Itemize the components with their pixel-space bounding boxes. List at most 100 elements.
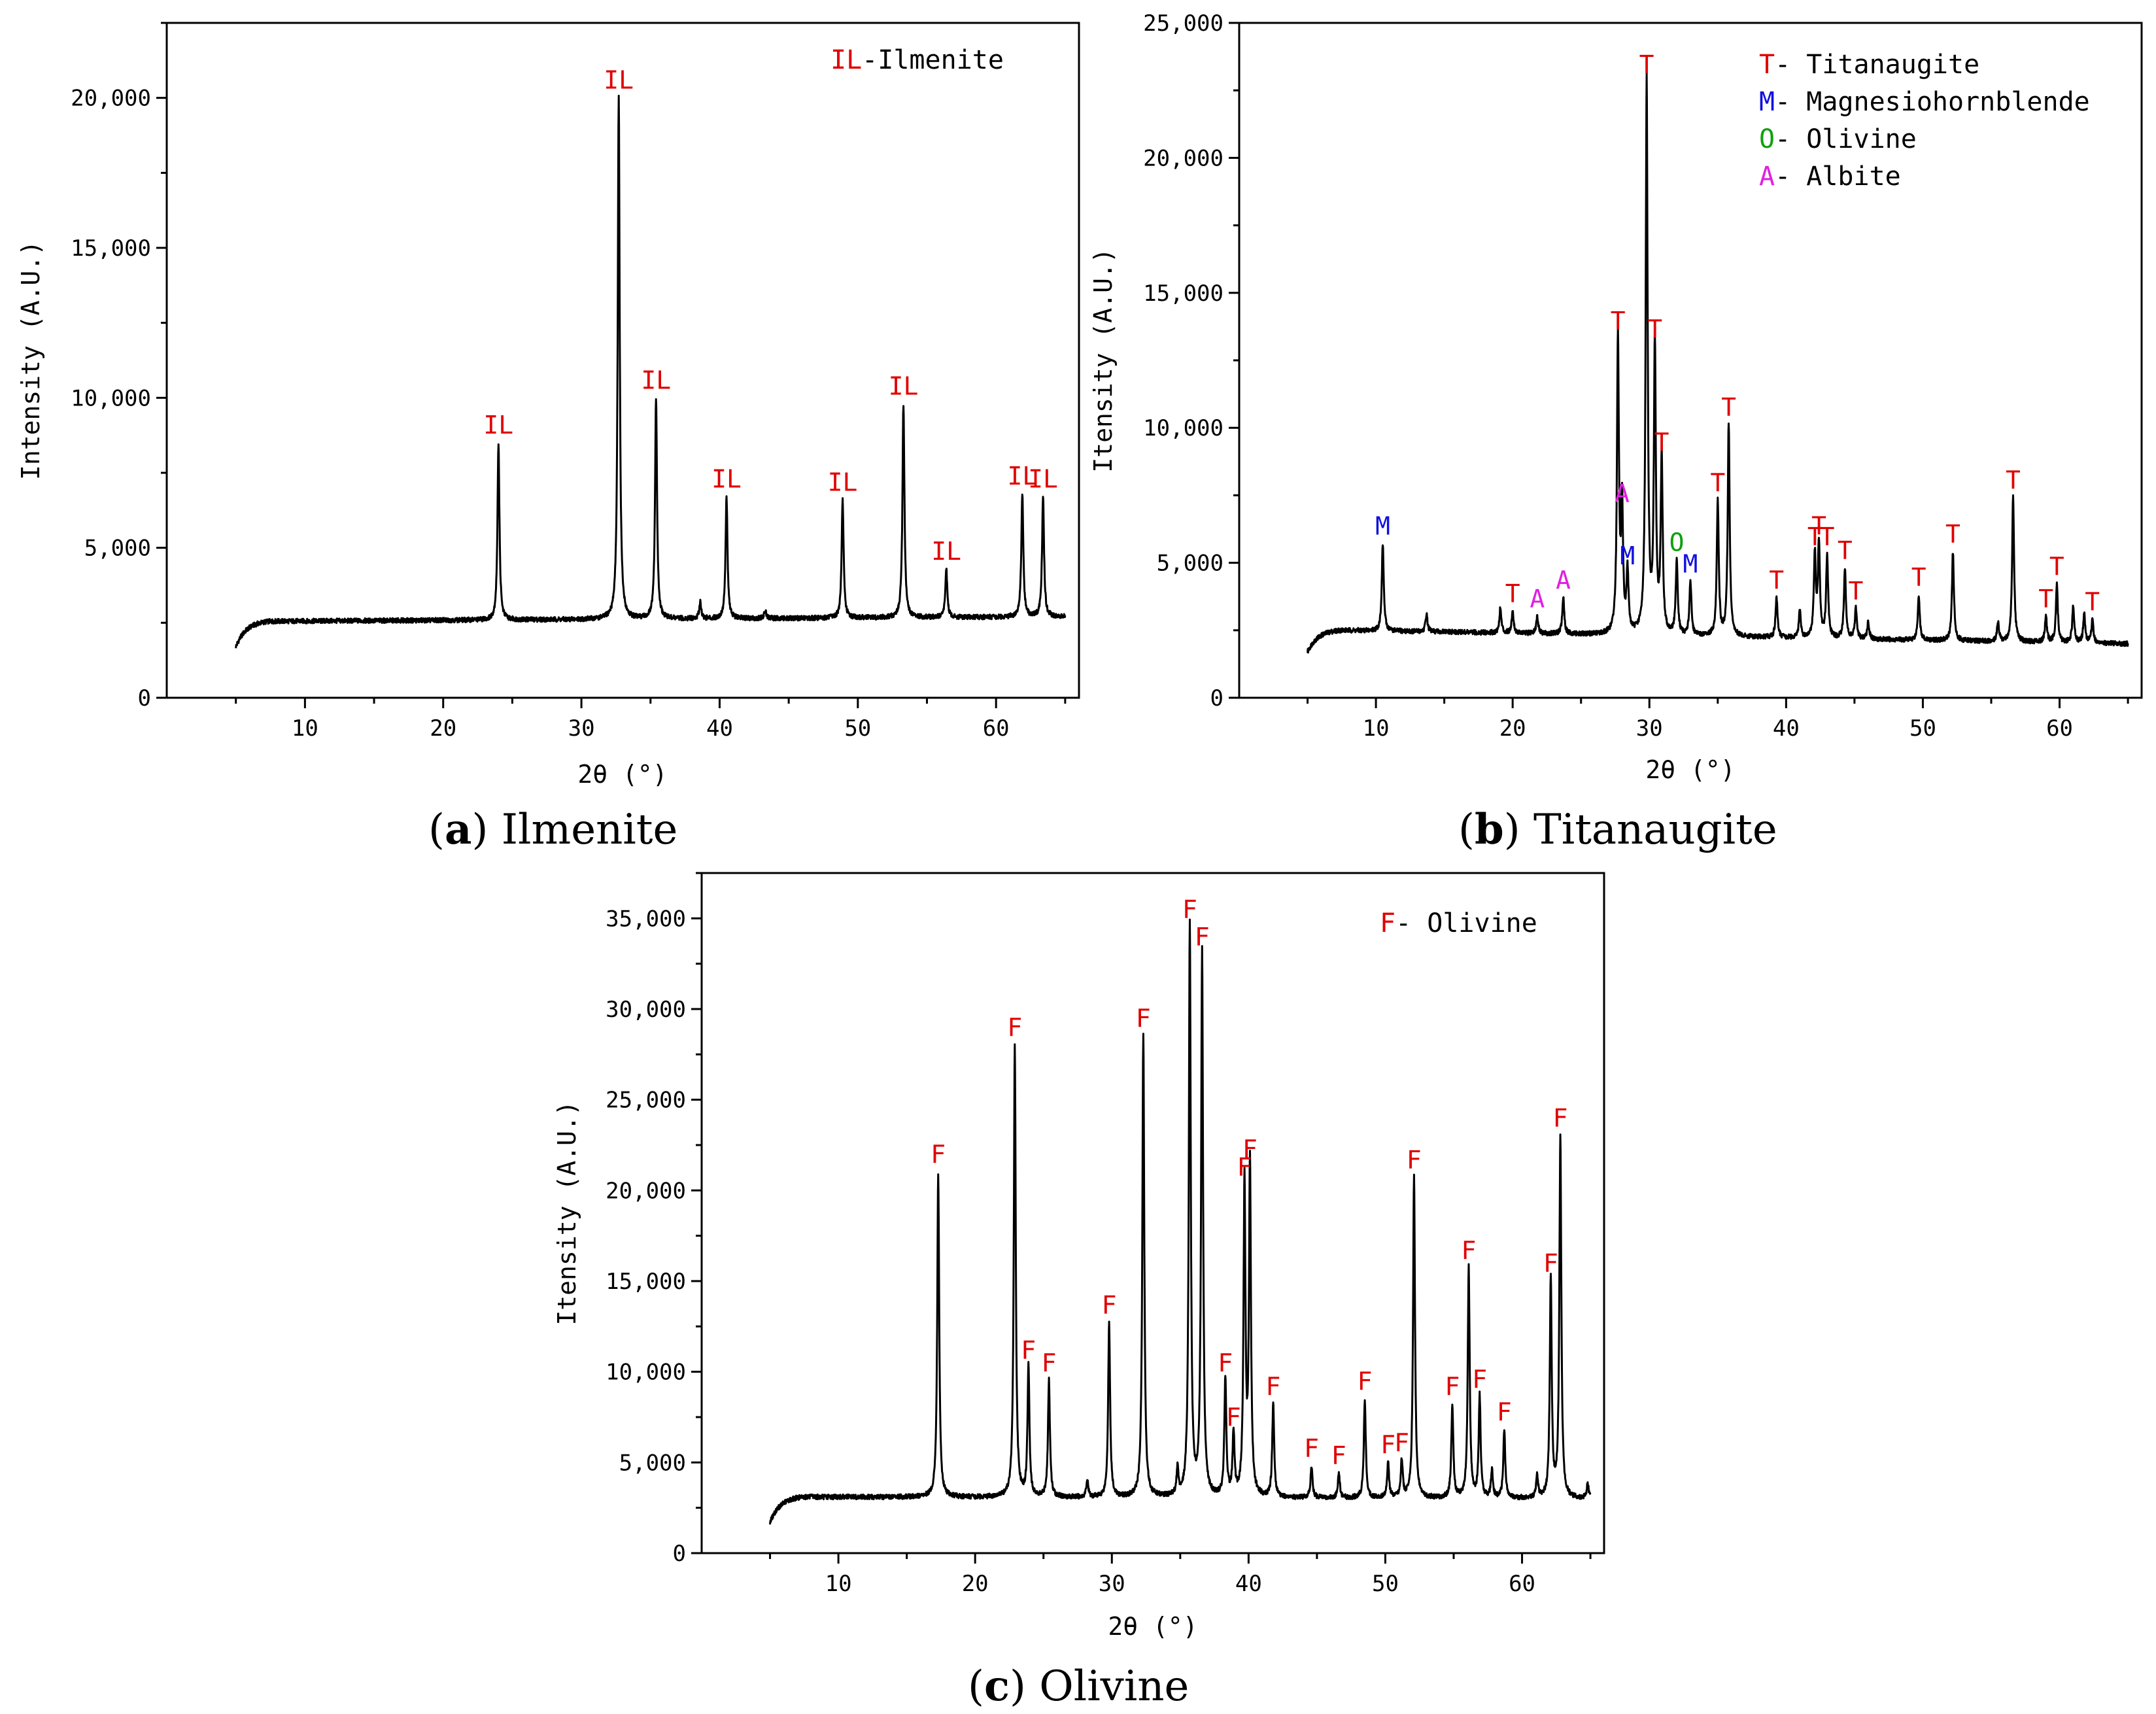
legend-entry: M- Magnesiohornblende [1759, 87, 2090, 117]
peak-label: T [2085, 587, 2100, 616]
peak-label: IL [641, 366, 671, 394]
legend-symbol: O [1759, 124, 1775, 154]
peak-label: T [1820, 523, 1835, 551]
peak-label: F [1195, 923, 1210, 951]
peak-label: M [1683, 549, 1698, 578]
y-tick-label: 20,000 [71, 86, 151, 112]
x-tick-label: 50 [1372, 1571, 1399, 1597]
peak-label: T [1505, 579, 1520, 608]
y-axis-title: Itensity (A.U.) [1089, 248, 1118, 472]
y-tick-label: 0 [138, 685, 151, 711]
legend-symbol: T [1759, 50, 1775, 80]
y-tick-label: 10,000 [1143, 415, 1223, 441]
peak-label: T [1710, 469, 1725, 498]
peak-label: T [1838, 536, 1853, 565]
peak-label: T [2038, 585, 2053, 613]
y-tick-label: 30,000 [606, 997, 686, 1023]
peak-label: O [1669, 528, 1685, 557]
chart-panel-titanaugite: 10 20 30 40 50 60 0 5,000 10,000 15,000 20,000 25,0… [1089, 10, 2143, 854]
legend-text: - Olivine [1395, 908, 1537, 938]
peak-label: IL [1007, 462, 1037, 490]
peak-label: F [931, 1140, 946, 1169]
y-tick-label: 15,000 [606, 1269, 686, 1295]
legend-entry: F- Olivine [1380, 908, 1537, 938]
peak-label: IL [889, 372, 919, 401]
plot-frame [165, 22, 1080, 699]
peak-label: T [1611, 307, 1626, 335]
peak-label: F [1331, 1441, 1346, 1470]
x-tick-label: 60 [983, 715, 1010, 742]
x-tick-label: 10 [825, 1571, 852, 1597]
peak-label: F [1021, 1336, 1036, 1365]
peak-label: T [1945, 520, 1960, 549]
peak-label: T [1654, 428, 1669, 457]
peak-label: F [1462, 1237, 1477, 1265]
x-tick-label: 10 [1363, 715, 1390, 742]
legend-text: -Ilmenite [862, 45, 1004, 75]
peak-label: F [1407, 1146, 1422, 1174]
chart-panel-olivine: 10 20 30 40 50 60 0 5,000 10,000 15,000 20,000 25,0… [553, 872, 1605, 1711]
y-tick-label: 25,000 [606, 1088, 686, 1114]
legend-entry: T- Titanaugite [1759, 50, 1979, 80]
peak-label: F [1304, 1434, 1319, 1463]
x-axis-title: 2θ (°) [577, 760, 667, 789]
peak-label: IL [604, 66, 634, 95]
peak-label: T [1639, 50, 1654, 79]
plot-frame [700, 872, 1605, 1554]
peak-label: IL [483, 411, 513, 439]
legend-text: - Albite [1775, 162, 1901, 192]
y-tick-label: 0 [673, 1541, 686, 1567]
axes: 10 20 30 40 50 60 0 5,000 10,000 15,000 20,000 25,0… [1143, 10, 2129, 742]
peak-label: T [1769, 566, 1784, 594]
peak-label: T [2006, 466, 2021, 495]
x-tick-label: 30 [568, 715, 595, 742]
x-tick-label: 40 [706, 715, 733, 742]
x-tick-label: 30 [1099, 1571, 1125, 1597]
peak-label: F [1007, 1013, 1022, 1042]
peak-label: F [1226, 1403, 1241, 1432]
x-tick-label: 40 [1235, 1571, 1262, 1597]
peak-label: F [1358, 1367, 1373, 1396]
y-tick-label: 5,000 [84, 536, 151, 562]
peak-label: F [1042, 1349, 1057, 1378]
x-tick-label: 20 [1499, 715, 1526, 742]
peak-label: F [1218, 1349, 1233, 1378]
legend-symbol: M [1759, 87, 1775, 117]
panel-caption: (a) Ilmenite [428, 805, 677, 854]
peak-label: IL [931, 537, 961, 566]
x-axis-title: 2θ (°) [1645, 755, 1735, 784]
x-axis-title: 2θ (°) [1108, 1612, 1197, 1641]
x-tick-label: 20 [962, 1571, 989, 1597]
axes: 10 20 30 40 50 60 0 5,000 10,000 15,000 20,000 25,0… [606, 872, 1592, 1597]
peak-label: F [1445, 1373, 1460, 1401]
legend-text: - Olivine [1775, 124, 1917, 154]
y-tick-label: 15,000 [1143, 281, 1223, 307]
peak-label: F [1102, 1291, 1117, 1320]
legend-entry: A- Albite [1759, 162, 1901, 192]
x-tick-label: 50 [1909, 715, 1936, 742]
peak-label: F [1136, 1004, 1151, 1033]
peak-label: F [1497, 1397, 1512, 1426]
peak-label: T [1647, 315, 1662, 343]
peak-label: IL [828, 468, 858, 496]
x-tick-label: 50 [844, 715, 871, 742]
peak-label: T [1911, 563, 1926, 592]
y-axis-title: Intensity (A.U.) [16, 241, 45, 480]
peak-label: F [1237, 1153, 1252, 1182]
xrd-pattern-line [235, 94, 1067, 649]
y-axis-title: Itensity (A.U.) [553, 1101, 581, 1325]
y-tick-label: 5,000 [619, 1450, 686, 1476]
peak-label: IL [1028, 465, 1058, 494]
y-tick-label: 25,000 [1143, 10, 1223, 37]
x-tick-label: 60 [1509, 1571, 1535, 1597]
peak-label: F [1182, 895, 1197, 924]
y-tick-label: 20,000 [1143, 145, 1223, 171]
x-tick-label: 60 [2046, 715, 2073, 742]
peak-label: T [2049, 553, 2064, 581]
peak-label: F [1543, 1249, 1558, 1278]
peak-label: F [1242, 1135, 1258, 1163]
legend-symbol: IL [830, 45, 862, 75]
